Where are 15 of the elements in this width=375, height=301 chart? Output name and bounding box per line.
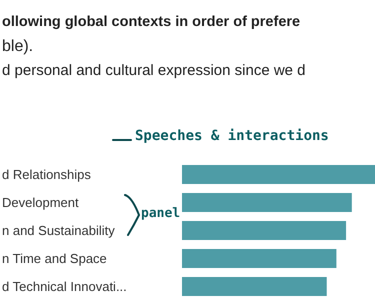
chart-title: ollowing global contexts in order of prefere bbox=[2, 14, 300, 30]
bar bbox=[182, 249, 336, 268]
text: d personal and cultural expression since we d bbox=[2, 62, 306, 79]
text: Speeches & interactions bbox=[135, 128, 329, 144]
y-tick-label: d Relationships bbox=[2, 167, 92, 182]
bar bbox=[182, 221, 346, 240]
bar bbox=[182, 165, 375, 184]
text: ble). bbox=[2, 38, 34, 56]
text: panel bbox=[141, 206, 180, 221]
bar bbox=[182, 277, 327, 296]
y-tick-label: n and Sustainability bbox=[2, 223, 116, 238]
y-tick-label: d Technical Innovati... bbox=[2, 279, 127, 294]
y-tick-label: n Time and Space bbox=[2, 251, 107, 266]
y-tick-label: Development bbox=[2, 195, 79, 210]
bar bbox=[182, 193, 352, 212]
